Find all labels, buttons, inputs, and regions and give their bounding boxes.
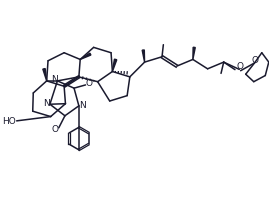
- Text: O: O: [236, 62, 243, 71]
- Text: HO: HO: [2, 117, 15, 126]
- Polygon shape: [80, 53, 91, 59]
- Text: O: O: [251, 56, 258, 65]
- Polygon shape: [112, 59, 117, 71]
- Text: N: N: [51, 75, 58, 84]
- Text: O: O: [52, 125, 59, 134]
- Polygon shape: [43, 69, 47, 81]
- Text: N: N: [79, 101, 86, 110]
- Polygon shape: [142, 50, 144, 62]
- Text: N: N: [43, 99, 50, 108]
- Text: O: O: [86, 79, 93, 88]
- Polygon shape: [193, 47, 195, 59]
